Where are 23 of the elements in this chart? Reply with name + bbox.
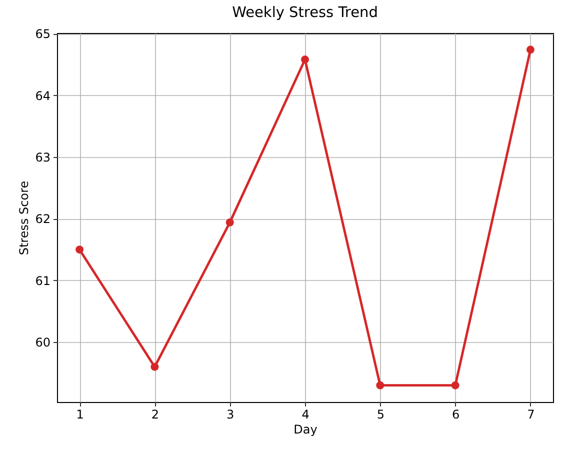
y-tick-label: 61 — [35, 274, 50, 288]
point — [150, 362, 159, 371]
point — [376, 381, 384, 390]
chart-title: Weekly Stress Trend — [232, 5, 378, 22]
x-tick-label: 7 — [527, 408, 535, 422]
point — [451, 381, 460, 390]
x-tick-label: 3 — [226, 408, 234, 422]
y-tick-label: 63 — [35, 150, 50, 165]
y-tick-label: 60 — [35, 336, 50, 350]
y-axis-title: Stress Score — [17, 180, 32, 256]
x-tick-label: 1 — [76, 408, 84, 422]
x-tick-label: 6 — [452, 408, 460, 422]
x-tick-label: 2 — [151, 408, 160, 422]
point — [526, 46, 534, 54]
point — [301, 56, 309, 64]
point — [226, 218, 234, 226]
y-tick-label: 62 — [35, 212, 50, 226]
y-tick-label: 64 — [35, 88, 50, 103]
point — [76, 246, 84, 254]
y-tick-label: 65 — [35, 27, 50, 42]
x-tick-label: 4 — [302, 408, 310, 422]
x-tick-label: 5 — [376, 408, 384, 422]
x-axis-title: Day — [294, 422, 318, 436]
